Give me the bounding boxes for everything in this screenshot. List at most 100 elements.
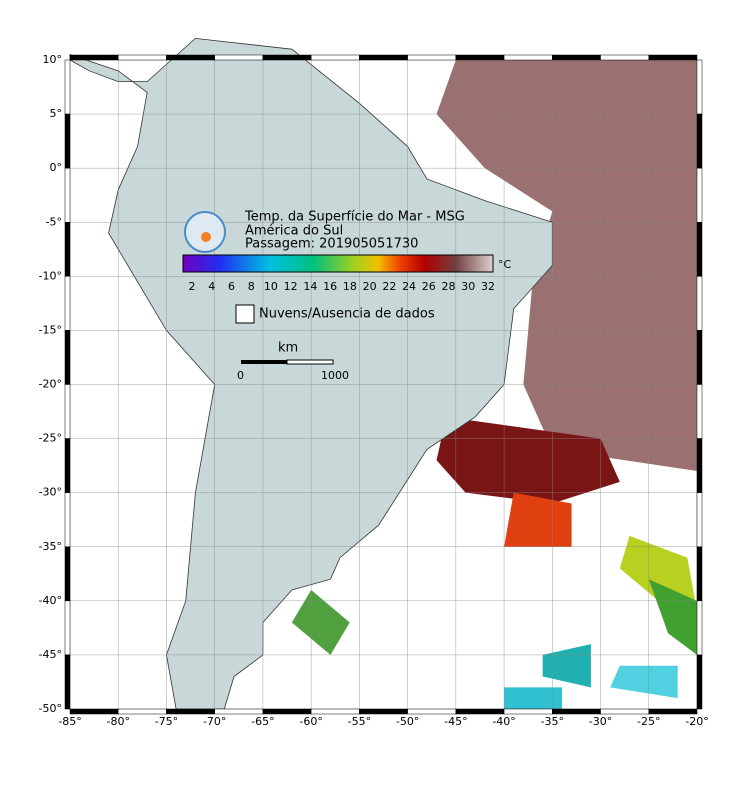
frame [359,708,408,715]
scale-label: 1000 [321,369,349,382]
frame [64,438,71,493]
colorbar-tick: 18 [343,280,357,293]
colorbar-tick: 12 [284,280,298,293]
shape [291,590,350,655]
frame [64,113,71,169]
scale-label: 0 [237,369,244,382]
colorbar-tick: 14 [303,280,317,293]
frame [262,708,312,715]
no-data-label: Nuvens/Ausencia de dados [259,307,435,322]
colorbar-tick: 16 [323,280,337,293]
frame [455,54,505,61]
frame [696,654,703,710]
frame [503,708,553,715]
lat-label: -45° [39,648,62,661]
lon-label: -80° [106,715,129,728]
frame [214,708,264,715]
lon-label: -20° [685,715,708,728]
lat-label: -35° [39,540,62,553]
logo-dot [201,232,211,242]
lat-label: -25° [39,432,62,445]
colorbar [182,254,494,273]
lat-label: -20° [39,378,62,391]
shape [648,579,697,655]
frame [503,54,553,61]
frame [64,167,71,223]
lat-label: -15° [39,323,62,336]
scale-bar [241,360,287,364]
frame [407,54,457,61]
frame [696,222,703,277]
lon-label: -65° [251,715,274,728]
frame [166,708,215,715]
frame [696,546,703,602]
frame [69,54,119,61]
frame [696,600,703,656]
frame [64,492,71,547]
scale-unit: km [278,341,298,356]
frame [117,54,167,61]
frame [166,54,215,61]
lon-label: -45° [444,715,467,728]
frame [64,59,71,115]
lat-label: -50° [39,702,62,715]
lon-label: -70° [203,715,226,728]
frame [648,54,698,61]
colorbar-tick: 2 [189,280,196,293]
frame [552,708,601,715]
frame [696,276,703,331]
frame [696,438,703,493]
colorbar-tick: 4 [208,280,215,293]
title-line: Passagem: 201905051730 [245,237,418,252]
scale-bar [286,359,334,365]
shape [504,687,562,709]
lat-label: -5° [46,215,62,228]
colorbar-tick: 32 [481,280,495,293]
frame [262,54,312,61]
frame [64,600,71,656]
frame [696,167,703,223]
frame [696,113,703,169]
frame [64,384,71,439]
lon-label: -35° [541,715,564,728]
shape [436,60,697,472]
frame [455,708,505,715]
lon-label: -85° [58,715,81,728]
lon-label: -25° [637,715,660,728]
no-data-swatch [235,304,255,324]
frame [214,54,264,61]
frame [407,708,457,715]
frame [64,330,71,385]
lon-label: -55° [348,715,371,728]
legend: Temp. da Superfície do Mar - MSG América… [182,210,512,382]
colorbar-tick: 28 [442,280,456,293]
lon-label: -30° [589,715,612,728]
frame [64,654,71,710]
logo [184,211,226,253]
shape [610,665,678,699]
frame [696,59,703,115]
lon-label: -50° [396,715,419,728]
lon-label: -75° [155,715,178,728]
lat-label: -40° [39,594,62,607]
colorbar-unit: °C [498,258,512,271]
map-layer [64,37,703,715]
frame [359,54,408,61]
frame [64,276,71,331]
frame [310,708,360,715]
lat-label: 10° [43,53,63,66]
colorbar-tick: 6 [228,280,235,293]
frame [696,330,703,385]
colorbar-tick: 8 [248,280,255,293]
colorbar-tick: 10 [264,280,278,293]
frame [69,708,119,715]
frame [696,492,703,547]
title-line: Temp. da Superfície do Mar - MSG [244,210,465,225]
frame [600,708,650,715]
colorbar-tick: 26 [422,280,436,293]
frame [64,222,71,277]
frame [600,54,650,61]
colorbar-tick: 24 [402,280,416,293]
lon-label: -40° [492,715,515,728]
